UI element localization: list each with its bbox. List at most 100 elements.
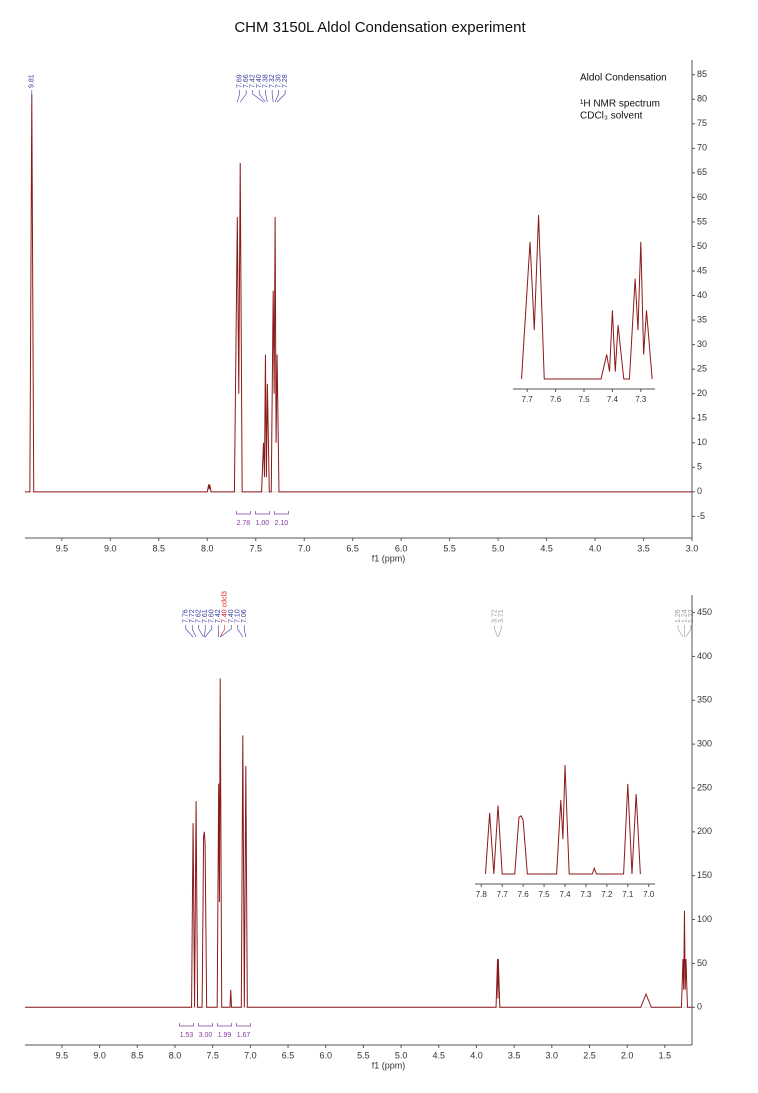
integral-label: 3.00 xyxy=(199,1032,213,1039)
x-tick-label: 5.5 xyxy=(443,543,456,553)
peak-label: 7.28 xyxy=(282,74,289,88)
x-tick-label: 4.5 xyxy=(433,1050,446,1060)
y-tick-label: 35 xyxy=(697,314,707,324)
inset-x-tick-label: 7.7 xyxy=(522,395,534,404)
y-tick-label: 0 xyxy=(697,1002,702,1012)
annotation: ¹H NMR spectrum xyxy=(580,99,660,110)
annotation: Aldol Condensation xyxy=(580,73,667,84)
annotation: CDCl₃ solvent xyxy=(580,111,643,122)
inset-x-tick-label: 7.6 xyxy=(550,395,562,404)
x-tick-label: 5.0 xyxy=(492,543,505,553)
peak-label-leader xyxy=(253,90,264,102)
spectrum-line xyxy=(25,94,692,492)
x-tick-label: 4.0 xyxy=(589,543,602,553)
integral-label: 1.00 xyxy=(256,520,270,527)
y-tick-label: 450 xyxy=(697,607,712,617)
x-axis-label: f1 (ppm) xyxy=(372,1060,406,1070)
x-axis-label: f1 (ppm) xyxy=(372,553,406,563)
integral-bracket xyxy=(237,1023,251,1026)
integral-bracket xyxy=(199,1023,213,1026)
x-tick-label: 6.5 xyxy=(346,543,359,553)
x-tick-label: 3.0 xyxy=(686,543,699,553)
x-tick-label: 5.5 xyxy=(357,1050,370,1060)
peak-label-leader xyxy=(237,90,239,102)
inset-x-tick-label: 7.4 xyxy=(607,395,619,404)
x-tick-label: 4.0 xyxy=(470,1050,483,1060)
x-tick-label: 6.5 xyxy=(282,1050,295,1060)
x-tick-label: 7.0 xyxy=(244,1050,257,1060)
y-tick-label: 300 xyxy=(697,738,712,748)
y-tick-label: 15 xyxy=(697,413,707,423)
x-tick-label: 9.0 xyxy=(93,1050,106,1060)
peak-label-leader xyxy=(199,625,204,637)
peak-label-leader xyxy=(204,625,205,637)
y-tick-label: 50 xyxy=(697,958,707,968)
y-tick-label: 10 xyxy=(697,437,707,447)
inset-x-tick-label: 7.3 xyxy=(635,395,647,404)
y-tick-label: 75 xyxy=(697,118,707,128)
y-tick-label: 25 xyxy=(697,364,707,374)
x-tick-label: 8.0 xyxy=(201,543,214,553)
x-tick-label: 2.5 xyxy=(583,1050,596,1060)
inset-spectrum-line xyxy=(522,215,653,379)
x-tick-label: 6.0 xyxy=(395,543,408,553)
y-tick-label: 5 xyxy=(697,462,702,472)
peak-label-leader xyxy=(495,625,498,637)
y-tick-label: 200 xyxy=(697,826,712,836)
inset-spectrum-line xyxy=(485,765,640,874)
integral-label: 1.53 xyxy=(180,1032,194,1039)
integral-label: 1.99 xyxy=(218,1032,232,1039)
peak-label: 9.81 xyxy=(29,74,36,88)
x-tick-label: 3.5 xyxy=(508,1050,521,1060)
page-title: CHM 3150L Aldol Condensation experiment xyxy=(234,19,526,36)
peak-label-leader xyxy=(678,625,683,637)
inset-x-tick-label: 7.6 xyxy=(518,890,530,899)
inset-x-tick-label: 7.4 xyxy=(559,890,571,899)
y-tick-label: 80 xyxy=(697,94,707,104)
y-tick-label: 60 xyxy=(697,192,707,202)
peak-label-leader xyxy=(498,625,501,637)
x-tick-label: 5.0 xyxy=(395,1050,408,1060)
peak-label-leader xyxy=(686,625,691,637)
x-tick-label: 7.5 xyxy=(206,1050,219,1060)
x-tick-label: 3.5 xyxy=(637,543,650,553)
spectrum-line xyxy=(25,678,692,1007)
x-tick-label: 2.0 xyxy=(621,1050,634,1060)
inset-x-tick-label: 7.3 xyxy=(580,890,592,899)
peak-label: 3.71 xyxy=(498,609,505,623)
peak-label-leader xyxy=(205,625,212,637)
y-tick-label: 30 xyxy=(697,339,707,349)
inset-x-tick-label: 7.7 xyxy=(497,890,509,899)
integral-bracket xyxy=(236,511,250,514)
integral-label: 2.10 xyxy=(275,520,289,527)
peak-label-leader xyxy=(192,625,196,637)
peak-label-leader xyxy=(259,90,265,102)
peak-label: 7.06 xyxy=(241,609,248,623)
integral-bracket xyxy=(255,511,269,514)
y-tick-label: 20 xyxy=(697,388,707,398)
peak-label: 1.22 xyxy=(688,609,695,623)
y-tick-label: 65 xyxy=(697,167,707,177)
peak-label-leader xyxy=(220,625,231,637)
peak-label-leader xyxy=(240,90,246,102)
peak-label-leader xyxy=(244,625,246,637)
y-tick-label: 45 xyxy=(697,265,707,275)
inset-x-tick-label: 7.8 xyxy=(476,890,488,899)
x-tick-label: 8.5 xyxy=(131,1050,144,1060)
x-tick-label: 9.0 xyxy=(104,543,117,553)
peak-label-leader xyxy=(238,625,243,637)
y-tick-label: 85 xyxy=(697,69,707,79)
y-tick-label: 150 xyxy=(697,870,712,880)
peak-label-leader xyxy=(266,90,268,102)
x-tick-label: 1.5 xyxy=(659,1050,672,1060)
x-tick-label: 9.5 xyxy=(56,1050,69,1060)
x-tick-label: 7.0 xyxy=(298,543,311,553)
inset-x-tick-label: 7.5 xyxy=(539,890,551,899)
y-tick-label: -5 xyxy=(697,511,705,521)
x-tick-label: 8.0 xyxy=(169,1050,182,1060)
inset-x-tick-label: 7.1 xyxy=(622,890,634,899)
y-tick-label: 70 xyxy=(697,143,707,153)
inset-x-tick-label: 7.5 xyxy=(578,395,590,404)
